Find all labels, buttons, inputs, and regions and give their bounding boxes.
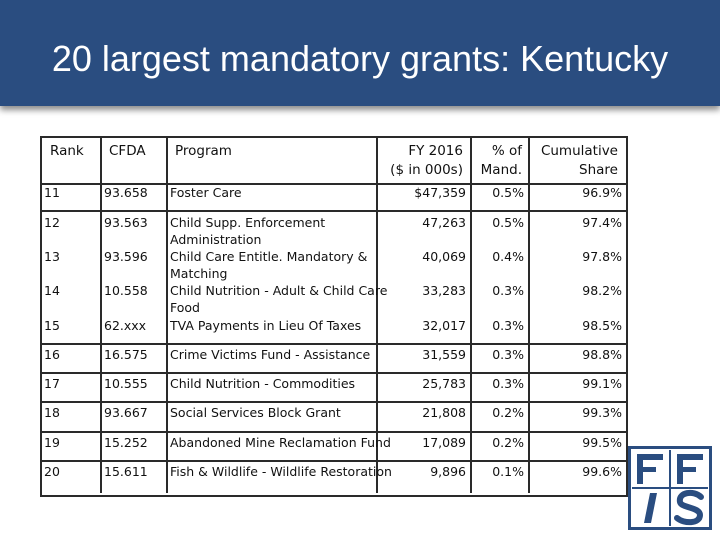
table-row-fy2016: 40,069: [422, 249, 466, 264]
col-header-cfda: CFDA: [109, 143, 146, 159]
table-row-pct-mand: 0.4%: [492, 249, 524, 264]
table-row-cumulative: 96.9%: [582, 185, 622, 200]
table-row-fy2016: 17,089: [422, 435, 466, 450]
ffis-logo-mark: [628, 446, 712, 530]
table-row-rank: 15: [44, 318, 60, 333]
table-divider-horizontal: [40, 431, 626, 433]
table-row-rank: 20: [44, 464, 60, 479]
table-row-fy2016: 32,017: [422, 318, 466, 333]
table-row-rank: 16: [44, 347, 60, 362]
table-row-cumulative: 98.2%: [582, 283, 622, 298]
col-header-fy2016: FY 2016 ($ in 000s): [390, 143, 463, 178]
table-row-program: Social Services Block Grant: [170, 405, 341, 420]
table-row-cfda: 16.575: [104, 347, 148, 362]
table-row-fy2016: $47,359: [414, 185, 466, 200]
table-divider-vertical: [376, 136, 378, 493]
table-row-fy2016: 21,808: [422, 405, 466, 420]
table-row-fy2016: 25,783: [422, 376, 466, 391]
table-row-cumulative: 97.4%: [582, 215, 622, 230]
table-divider-vertical: [100, 136, 102, 493]
table-row-rank: 12: [44, 215, 60, 230]
table-row-cfda: 93.563: [104, 215, 148, 230]
table-row-pct-mand: 0.2%: [492, 405, 524, 420]
table-row-cfda: 15.252: [104, 435, 148, 450]
table-divider-vertical: [166, 136, 168, 493]
table-row-program: Abandoned Mine Reclamation Fund: [170, 435, 391, 450]
table-row-cumulative: 99.6%: [582, 464, 622, 479]
table-divider-horizontal: [40, 210, 626, 212]
table-row-pct-mand: 0.3%: [492, 347, 524, 362]
table-divider-vertical: [470, 136, 472, 493]
table-row-pct-mand: 0.2%: [492, 435, 524, 450]
table-row-program: Child Nutrition - Commodities: [170, 376, 356, 391]
table-row-fy2016: 9,896: [430, 464, 466, 479]
table-divider-horizontal: [40, 401, 626, 403]
table-row-program: Fish & Wildlife - Wildlife Restoration: [170, 464, 392, 479]
table-row-cumulative: 98.5%: [582, 318, 622, 333]
table-row-cfda: 93.596: [104, 249, 148, 264]
table-row-rank: 11: [44, 185, 60, 200]
table-row-program: Child Care Entitle. Mandatory & Matching: [170, 249, 368, 281]
table-row-cfda: 93.667: [104, 405, 148, 420]
col-header-pct-mand: % of Mand.: [480, 143, 522, 178]
table-row-cfda: 10.558: [104, 283, 148, 298]
table-divider-horizontal: [40, 460, 626, 462]
table-row-cfda: 10.555: [104, 376, 148, 391]
table-row-fy2016: 47,263: [422, 215, 466, 230]
table-row-rank: 14: [44, 283, 60, 298]
table-row-program: TVA Payments in Lieu Of Taxes: [170, 318, 362, 333]
page-title: 20 largest mandatory grants: Kentucky: [51, 38, 669, 79]
table-row-cfda: 93.658: [104, 185, 148, 200]
table-row-rank: 17: [44, 376, 60, 391]
table-row-pct-mand: 0.3%: [492, 376, 524, 391]
table-row-pct-mand: 0.3%: [492, 283, 524, 298]
table-row-pct-mand: 0.3%: [492, 318, 524, 333]
table-row-pct-mand: 0.1%: [492, 464, 524, 479]
table-divider-vertical: [528, 136, 530, 493]
ffis-logo: [628, 446, 712, 530]
table-row-cfda: 15.611: [104, 464, 148, 479]
col-header-rank: Rank: [50, 143, 84, 159]
table-divider-horizontal: [40, 343, 626, 345]
table-header-row: [42, 138, 626, 185]
table-row-cumulative: 99.1%: [582, 376, 622, 391]
table-row-program: Child Nutrition - Adult & Child Care Foo…: [170, 283, 388, 315]
table-row-program: Foster Care: [170, 185, 242, 200]
title-bar: 20 largest mandatory grants: Kentucky: [0, 0, 720, 106]
table-row-pct-mand: 0.5%: [492, 185, 524, 200]
table-row-rank: 13: [44, 249, 60, 264]
col-header-cumulative: Cumulative Share: [540, 143, 618, 178]
table-row-rank: 18: [44, 405, 60, 420]
table-row-fy2016: 31,559: [422, 347, 466, 362]
table-frame: [40, 136, 628, 497]
table-row-fy2016: 33,283: [422, 283, 466, 298]
col-header-program: Program: [175, 143, 232, 159]
table-row-cumulative: 99.5%: [582, 435, 622, 450]
table-row-rank: 19: [44, 435, 60, 450]
table-row-program: Child Supp. Enforcement Administration: [170, 215, 326, 247]
table-row-pct-mand: 0.5%: [492, 215, 524, 230]
table-row-cumulative: 98.8%: [582, 347, 622, 362]
table-row-cumulative: 97.8%: [582, 249, 622, 264]
table-row-program: Crime Victims Fund - Assistance: [170, 347, 371, 362]
table-divider-horizontal: [40, 372, 626, 374]
table-row-cfda: 62.xxx: [104, 318, 147, 333]
table-row-cumulative: 99.3%: [582, 405, 622, 420]
